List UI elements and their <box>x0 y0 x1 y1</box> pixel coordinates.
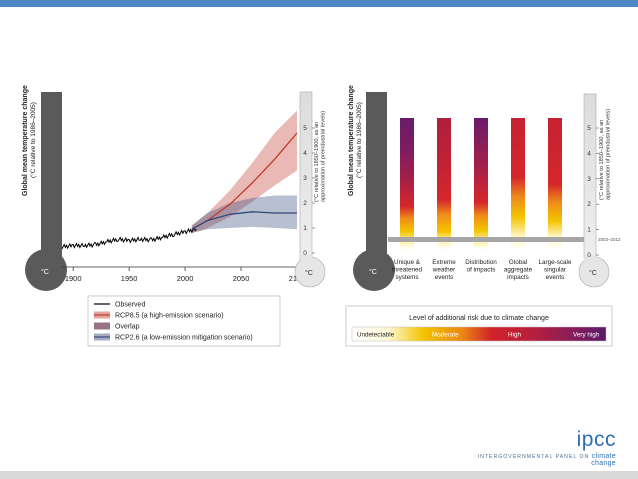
right-tick-label: 5 <box>587 125 591 132</box>
left-axis-title: Global mean temperature change <box>348 85 355 196</box>
right-axis-title-line2: approximation of preindustrial levels) <box>606 109 612 200</box>
risk-level-label: Undetectable <box>357 332 395 339</box>
left-axis-subtitle: (°C relative to 1986–2005) <box>29 102 37 178</box>
uncertainty-band <box>191 110 297 233</box>
ipcc-logo: ipcc INTERGOVERNMENTAL PANEL ON climate … <box>466 428 616 467</box>
series-line <box>61 226 197 250</box>
risk-column <box>437 118 451 250</box>
series-lines <box>61 132 298 250</box>
right-right-thermometer: °C 0 1 2 3 4 5 (°C relative to 1850–1900, as … <box>578 93 612 288</box>
thermometer-bulb <box>25 249 67 291</box>
series-line <box>191 211 297 230</box>
right-tick-label: 1 <box>303 225 307 232</box>
right-axis-ticks: 0 1 2 3 4 5 <box>303 125 315 257</box>
risk-column <box>548 118 562 250</box>
risk-level-label: Moderate <box>432 332 459 339</box>
top-accent-bar <box>0 0 638 7</box>
right-unit-label: °C <box>589 269 597 277</box>
x-tick-label: 2050 <box>233 274 250 283</box>
right-left-thermometer: °C Global mean temperature change (°C re… <box>348 85 395 291</box>
left-right-thermometer: °C 0 1 2 3 4 5 (°C relative to 1850–1900, as … <box>294 91 327 288</box>
risk-column <box>474 118 488 250</box>
x-tick-label: 1950 <box>121 274 138 283</box>
left-axis-title: Global mean temperature change <box>22 85 29 196</box>
right-tick-label: 4 <box>587 150 591 157</box>
right-tick-label: 3 <box>303 175 307 182</box>
risk-category-label: Distribution of impacts <box>465 259 497 274</box>
risk-level-label: High <box>508 332 521 339</box>
right-tick-label: 0 <box>303 250 307 257</box>
right-axis-ticks: 0 1 2 3 4 5 <box>587 125 599 259</box>
left-axis-subtitle: (°C relative to 1986–2005) <box>355 102 363 178</box>
legend-label: Observed <box>115 302 145 309</box>
x-tick-label: 2000 <box>177 274 194 283</box>
left-legend: Observed RCP8.5 (a high-emission scenario… <box>87 295 281 347</box>
right-tick-label: 3 <box>587 176 591 183</box>
ipcc-logo-subtitle: INTERGOVERNMENTAL PANEL ON climate chang… <box>477 453 616 467</box>
bottom-footer-bar <box>0 471 638 479</box>
left-panel: °C Global mean temperature change (°C re… <box>22 85 327 347</box>
ipcc-logo-mark: ipcc <box>576 428 616 451</box>
right-axis-title: (°C relative to 1850–1900, as an approxi… <box>599 109 612 200</box>
right-tick-label: 5 <box>303 125 307 132</box>
legend-swatch <box>94 322 110 330</box>
right-tick-label: 1 <box>587 227 591 234</box>
thermometer-stem <box>366 92 387 256</box>
risk-level-label: Very high <box>573 332 600 339</box>
right-tick-label: 2 <box>587 201 591 208</box>
thermometer-bulb <box>353 249 395 291</box>
right-axis-title-line1: (°C relative to 1850–1900, as an <box>599 120 605 200</box>
x-tick-label: 1900 <box>65 274 82 283</box>
legend-label: RCP8.5 (a high-emission scenario) <box>115 313 224 320</box>
right-tick-label: 2 <box>303 200 307 207</box>
risk-category-label: Global aggregate impacts <box>504 259 533 281</box>
right-axis-title: (°C relative to 1850–1900, as an approxi… <box>314 111 327 202</box>
right-unit-label: °C <box>305 269 313 277</box>
reference-band-label: 2003–2012 <box>598 237 621 242</box>
legend-label: RCP2.6 (a low-emission mitigation scenar… <box>115 335 253 342</box>
left-thermometer: °C Global mean temperature change (°C re… <box>22 85 67 291</box>
risk-category-label: Extreme weather events <box>432 259 456 281</box>
risk-legend-title: Level of additional risk due to climate … <box>409 315 549 322</box>
uncertainty-band <box>191 195 297 233</box>
risk-column <box>400 118 414 250</box>
thermometer-stem <box>41 92 62 257</box>
right-tick-label: 4 <box>303 150 307 157</box>
risk-category-label: Unique & threatened systems <box>392 259 423 281</box>
right-axis-title-line1: (°C relative to 1850–1900, as an <box>314 122 320 202</box>
risk-gradient-bar <box>351 326 607 342</box>
risk-columns: Unique & threatened systems Extreme weather e… <box>392 118 572 281</box>
right-axis-title-line2: approximation of preindustrial levels) <box>321 111 327 202</box>
right-tick-label: 0 <box>587 252 591 259</box>
left-plot-area: 19001950200020502100 <box>61 110 305 283</box>
reference-band <box>388 237 584 242</box>
projection-bands <box>191 110 297 233</box>
legend-box <box>87 295 281 347</box>
x-ticks: 19001950200020502100 <box>65 267 305 283</box>
risk-category-label: Large-scale singular events <box>539 259 572 281</box>
right-panel: °C Global mean temperature change (°C re… <box>345 85 621 347</box>
left-unit-label: °C <box>41 268 49 276</box>
risk-legend: Level of additional risk due to climate … <box>345 305 613 347</box>
legend-label: Overlap <box>115 324 140 331</box>
left-unit-label: °C <box>369 268 377 276</box>
risk-column <box>511 118 525 250</box>
